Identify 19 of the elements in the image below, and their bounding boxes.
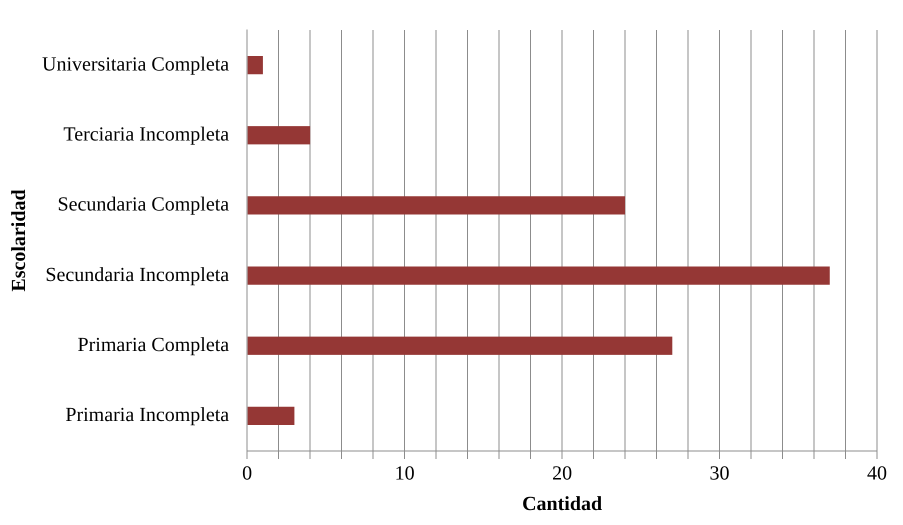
x-axis-title: Cantidad <box>522 493 602 516</box>
y-tick-label: Primaria Incompleta <box>65 404 230 426</box>
y-tick-label: Secundaria Completa <box>58 194 230 216</box>
bar <box>248 266 830 285</box>
bar <box>248 336 672 355</box>
x-tick-label: 40 <box>867 462 887 484</box>
y-tick-label: Terciaria Incompleta <box>63 124 230 146</box>
bar <box>248 196 626 215</box>
y-axis-title: Escolaridad <box>8 189 30 292</box>
bar <box>248 406 294 426</box>
x-tick-label: 30 <box>710 462 730 484</box>
x-tick-label: 0 <box>242 462 252 484</box>
x-tick-label: 20 <box>552 462 572 484</box>
y-tick-label: Primaria Completa <box>78 334 230 356</box>
x-tick-label: 10 <box>394 462 415 484</box>
bar <box>248 56 263 74</box>
bar <box>248 126 310 144</box>
y-tick-label: Secundaria Incompleta <box>45 264 230 286</box>
y-tick-label: Universitaria Completa <box>42 53 230 76</box>
